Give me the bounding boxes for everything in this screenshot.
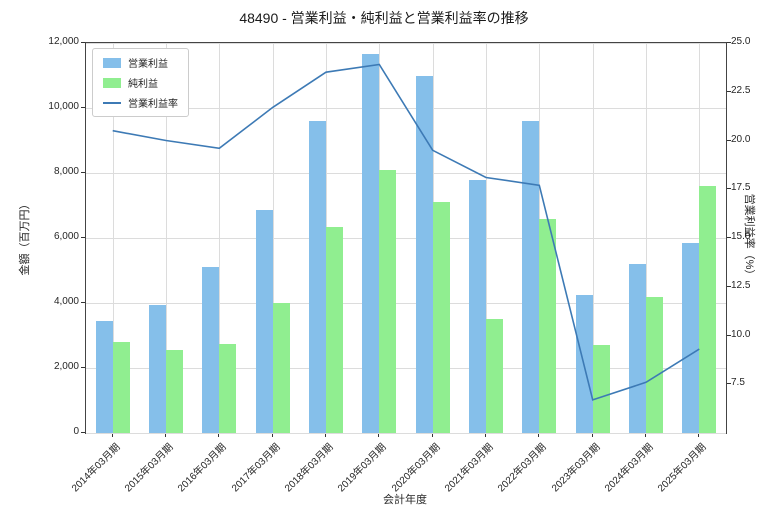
y-tick-label-right: 25.0 <box>731 36 751 47</box>
tick-mark-bottom <box>378 433 380 437</box>
gridline-vertical <box>272 43 274 433</box>
y-tick-label-left: 10,000 <box>48 101 79 112</box>
gridline-horizontal <box>86 303 726 304</box>
bar-operating-profit <box>202 267 220 433</box>
gridline-horizontal <box>86 433 726 434</box>
bar-operating-profit <box>522 121 540 433</box>
tick-mark-right <box>727 285 731 287</box>
y-tick-label-right: 10.0 <box>731 328 751 340</box>
tick-mark-right <box>727 334 731 336</box>
tick-mark-right <box>727 90 731 92</box>
y-tick-label-left: 6,000 <box>53 231 79 242</box>
y-tick-label-right: 22.5 <box>731 84 751 96</box>
legend-item-operating-profit: 営業利益 <box>103 55 178 70</box>
gridline-vertical <box>486 43 487 433</box>
legend-swatch-operating-profit <box>103 57 121 68</box>
tick-mark-bottom <box>271 433 273 437</box>
bar-net-profit <box>272 303 290 433</box>
gridline-vertical <box>646 43 647 433</box>
tick-mark-right <box>727 383 731 385</box>
y-tick-label-left: 2,000 <box>53 361 79 372</box>
line-operating-margin <box>112 63 700 401</box>
plot-area: 営業利益純利益営業利益率 <box>85 42 727 434</box>
legend-label-operating-margin: 営業利益率 <box>128 99 178 110</box>
y-tick-label-right: 17.5 <box>731 182 751 194</box>
tick-mark-right <box>727 237 731 238</box>
bar-net-profit <box>326 226 343 433</box>
gridline-horizontal <box>86 368 726 369</box>
y-tick-label-left: 4,000 <box>53 296 79 307</box>
bar-net-profit <box>592 345 610 434</box>
tick-mark-left <box>81 432 85 433</box>
gridline-vertical <box>592 43 594 433</box>
legend-label-net-profit: 純利益 <box>128 79 158 90</box>
gridline-vertical <box>166 43 167 433</box>
y-tick-label-right: 12.5 <box>731 279 751 291</box>
tick-mark-left <box>81 107 85 108</box>
y-tick-label-right: 7.5 <box>731 377 745 389</box>
bar-net-profit <box>112 342 130 433</box>
tick-mark-bottom <box>111 433 113 437</box>
bar-net-profit <box>486 319 503 433</box>
tick-mark-right <box>727 42 731 43</box>
tick-mark-bottom <box>645 433 646 437</box>
bar-operating-profit <box>255 210 273 433</box>
legend-item-operating-margin: 営業利益率 <box>103 95 178 110</box>
bar-net-profit <box>432 202 450 434</box>
bar-operating-profit <box>309 121 326 433</box>
bar-operating-profit <box>682 242 700 433</box>
chart-title: 48490 - 営業利益・純利益と営業利益率の推移 <box>239 10 529 26</box>
bar-operating-profit <box>469 179 486 433</box>
tick-mark-left <box>81 172 85 173</box>
x-axis-label: 会計年度 <box>383 494 427 506</box>
tick-mark-bottom <box>538 433 540 437</box>
y-tick-label-right: 20.0 <box>731 133 751 145</box>
tick-mark-right <box>727 139 731 141</box>
legend-label-operating-profit: 営業利益 <box>128 59 168 70</box>
bar-operating-profit <box>95 320 113 433</box>
gridline-vertical <box>219 43 221 433</box>
bar-operating-profit <box>415 75 433 433</box>
bar-net-profit <box>166 350 183 433</box>
y-tick-label-right: 15.0 <box>731 231 751 242</box>
tick-mark-bottom <box>485 433 486 437</box>
bar-operating-profit <box>149 304 166 433</box>
legend-line-swatch-operating-margin <box>103 101 121 104</box>
bar-net-profit <box>539 218 557 433</box>
legend-swatch-net-profit <box>103 77 121 88</box>
tick-mark-bottom <box>218 433 220 437</box>
bar-operating-profit <box>629 264 646 433</box>
tick-mark-bottom <box>165 433 166 437</box>
tick-mark-left <box>81 237 85 238</box>
y-tick-label-left: 12,000 <box>48 36 79 47</box>
y-tick-label-left: 8,000 <box>53 166 79 177</box>
line-series-layer <box>112 63 700 401</box>
tick-mark-left <box>81 367 85 368</box>
legend: 営業利益純利益営業利益率 <box>92 48 189 117</box>
tick-mark-bottom <box>698 433 700 437</box>
tick-mark-left <box>81 302 85 303</box>
tick-mark-left <box>81 42 85 43</box>
bar-operating-profit <box>362 54 380 433</box>
tick-mark-bottom <box>325 433 326 437</box>
gridline-horizontal <box>86 238 726 239</box>
tick-mark-bottom <box>591 433 593 437</box>
bar-net-profit <box>379 169 397 434</box>
tick-mark-right <box>727 188 731 190</box>
bar-net-profit <box>699 186 717 433</box>
y-tick-label-left: 0 <box>73 426 79 437</box>
gridline-horizontal <box>86 173 726 174</box>
gridline-vertical <box>112 43 114 433</box>
tick-mark-bottom <box>431 433 433 437</box>
bar-net-profit <box>646 296 663 433</box>
legend-item-net-profit: 純利益 <box>103 75 178 90</box>
bar-net-profit <box>219 343 237 433</box>
gridline-horizontal <box>86 43 726 44</box>
